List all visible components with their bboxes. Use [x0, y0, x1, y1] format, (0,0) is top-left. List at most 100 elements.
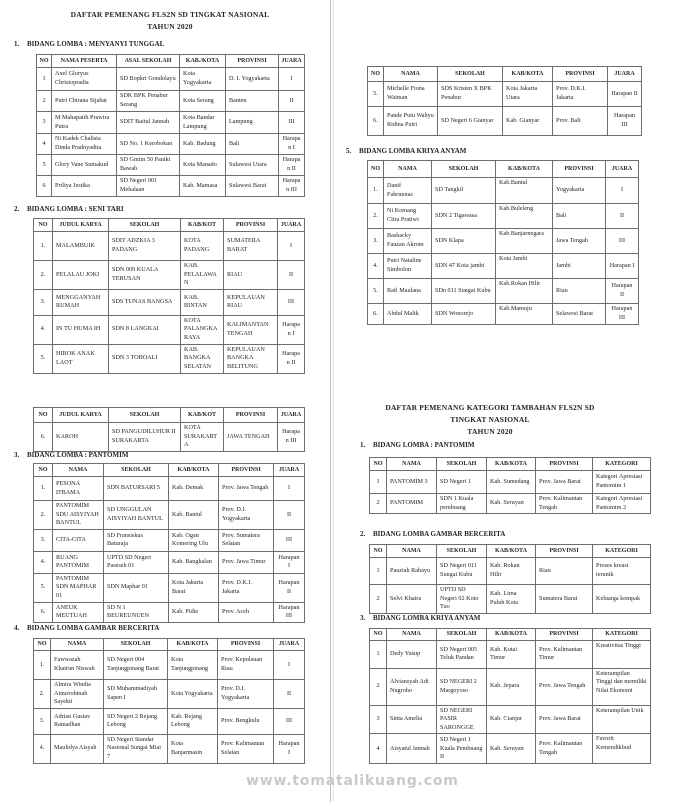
column-header: JUARA [273, 638, 305, 651]
cell: SDN 3 TOBOALI [108, 343, 181, 374]
cell: Harapan I [278, 133, 305, 155]
cell: Keterampilan Tinggi dan memiliki Nilai E… [592, 667, 651, 706]
table-row: 3. MENGGANYAH RUMAH SDS TUNAS BANGSA KAB. B… [33, 288, 305, 316]
cell: PESONA D'BAMA [52, 476, 104, 501]
column-header: KAB/KOTA [486, 457, 536, 471]
cell: Favorit Kemendikbud [592, 733, 651, 765]
cell: Prov. Jawa Barat [535, 470, 593, 494]
cell: 2 [369, 492, 387, 515]
cell: Riau [552, 278, 606, 304]
cell: Harapan I [273, 550, 305, 574]
cell: Bali [552, 203, 606, 229]
column-header: KAB./KOTA [179, 54, 226, 68]
section-heading-kriya-anyam: 5. BIDANG LOMBA KRIYA ANYAM [346, 147, 466, 155]
cell: Sulawesi Barat [225, 175, 279, 197]
additional-title: DAFTAR PEMENANG KATEGORI TAMBAHAN FLS2N … [370, 402, 610, 438]
table-row: 4. Putri Nataline Simbolon SDN 47 Kota jam… [367, 253, 639, 279]
cell: Kab. Rejang Lebong [167, 707, 218, 735]
cell: Kab.Banjarnegara [495, 228, 553, 254]
table-header-row: NO JUDUL KARYA SEKOLAH KAB/KOT PROVINSI JUARA [33, 218, 305, 232]
table-row: 5. Rafi Maulana SDn 011 Sungai Kubu Kab.Rok… [367, 278, 639, 304]
section-label: BIDANG LOMBA : SENI TARI [27, 205, 124, 213]
cell: Kota Serang [179, 90, 226, 112]
column-header: PROVINSI [535, 457, 593, 471]
table-seni-tari: NO JUDUL KARYA SEKOLAH KAB/KOT PROVINSI JUARA… [33, 218, 305, 374]
table-row: 3 Sinta Amelia SD NEGERI PASIR SARONGGE Kab… [369, 704, 651, 735]
column-header: PROVINSI [535, 544, 593, 558]
column-header: SEKOLAH [108, 407, 181, 423]
cell: Glory Vane Sumakud [51, 154, 117, 176]
cell: 4. [33, 314, 53, 345]
cell: 5. [367, 81, 384, 107]
cell: Banten [225, 90, 279, 112]
table-kategori-pantomim: NO NAMA SEKOLAH KAB/KOTA PROVINSI KATEGORI 1 PA… [369, 457, 651, 515]
cell: II [273, 500, 305, 530]
cell: 6. [33, 601, 53, 623]
cell: Fawwazah Khairun Niswah [50, 650, 104, 680]
cell: 6. [367, 106, 384, 136]
table-row: 6. Abdul Malik SDN Wonorejo Kab.Mamuju Selaw… [367, 303, 639, 325]
column-header: SEKOLAH [436, 544, 487, 558]
cell: Prov. Aceh [218, 601, 274, 623]
table-row: 3. Bashacky Fauzan Akrom SDN Klapa Kab.Banj… [367, 228, 639, 254]
cell: PANTOMIM 3 [386, 470, 437, 494]
cell: KEPULAUAN BANGKA BELITUNG [223, 343, 278, 374]
column-header: NAMA [386, 628, 437, 641]
column-header: SEKOLAH [436, 628, 487, 641]
cell: Prov. Kalimantan Selatan [217, 733, 274, 764]
cell: 1 [36, 67, 52, 91]
cell: Almira Windia Ainurrohmah Sayekti [50, 679, 104, 709]
cell: Harapan II [605, 278, 639, 304]
cell: Harapan I [605, 253, 639, 279]
cell: SDIT ADZKIA 3 PADANG [108, 231, 181, 261]
cell: Kab. Seruyan [486, 733, 536, 765]
table-row: 1 PANTOMIM 3 SD Negeri 1 Kab. Sumedang Prov.… [369, 470, 651, 494]
cell: SDN BATURSARI 5 [103, 476, 169, 501]
table-kategori-kriya-anyam: NO NAMA SEKOLAH KAB/KOTA PROVINSI KATEGORI 1 De… [369, 628, 651, 765]
table-pantomim: NO NAMA SEKOLAH KAB/KOTA PROVINSI JUARA 1. PESO… [33, 463, 305, 623]
cell: SDN 47 Kota jambi [431, 253, 496, 279]
column-header: JUDUL KARYA [52, 218, 109, 232]
cell: KEPULAUAN RIAU [223, 288, 278, 316]
cell: II [277, 260, 305, 290]
cell: 1. [33, 650, 51, 680]
cell: KAROH [52, 422, 109, 452]
table-header-row: NO NAMA SEKOLAH KAB/KOTA PROVINSI JUARA [33, 638, 305, 651]
section-number: 4. [14, 624, 20, 632]
column-header: NAMA [383, 160, 432, 178]
section-heading-kategori-kriya-anyam: 3. BIDANG LOMBA KRIYA ANYAM [360, 614, 480, 622]
cell: SDIT Baitul Jannah [116, 111, 180, 134]
table-row: 6. ANEUK MEUTUAH SD N 1 BEUREUNUEN Kab. Pid… [33, 601, 305, 623]
cell: PANTOMIM [386, 492, 437, 515]
table-row: 2 Putri Chirana Sijabat SDK BPK Penabur Se… [36, 90, 305, 112]
section-label: BIDANG LOMBA GAMBAR BERCERITA [373, 530, 506, 538]
cell: Kategori Apresiasi Pantomim 1 [592, 470, 651, 494]
cell: IN TU HUMA IH [52, 314, 109, 345]
table-row: 1. Fawwazah Khairun Niswah SD Negeri 004 T… [33, 650, 305, 680]
cell: Kota Banjarmasin [167, 733, 218, 764]
section-number: 1. [360, 441, 366, 449]
cell: Prov. Bali [552, 106, 608, 136]
table-row: 1. MALAMBUIK SDIT ADZKIA 3 PADANG KOTA PADA… [33, 231, 305, 261]
cell: SDn 011 Sungai Kubu [431, 278, 496, 304]
cell: 4 [36, 133, 52, 155]
column-header: JUARA [273, 463, 305, 477]
cell: 4. [33, 550, 53, 574]
column-header: NO [33, 407, 53, 423]
cell: Kab. Badung [179, 133, 226, 155]
cell: Jambi [552, 253, 606, 279]
cell: SD PANGUDILUHUR II SURAKARTA [108, 422, 181, 452]
table-header-row: NO JUDUL KARYA SEKOLAH KAB/KOT PROVINSI JUARA [33, 407, 305, 423]
cell: 6 [36, 175, 52, 197]
column-header: KAB/KOTA [502, 66, 553, 82]
column-header: SEKOLAH [436, 457, 487, 471]
cell: Harapan II [273, 572, 305, 603]
cell: Harapan III [605, 303, 639, 325]
cell: Kab. Demak [168, 476, 219, 501]
cell: Alviansyah Adi Nugroho [386, 667, 437, 706]
cell: KOTA PADANG [180, 231, 224, 261]
cell: 2 [369, 584, 387, 614]
cell: Prov. Kalimantan Tengah [535, 492, 593, 515]
